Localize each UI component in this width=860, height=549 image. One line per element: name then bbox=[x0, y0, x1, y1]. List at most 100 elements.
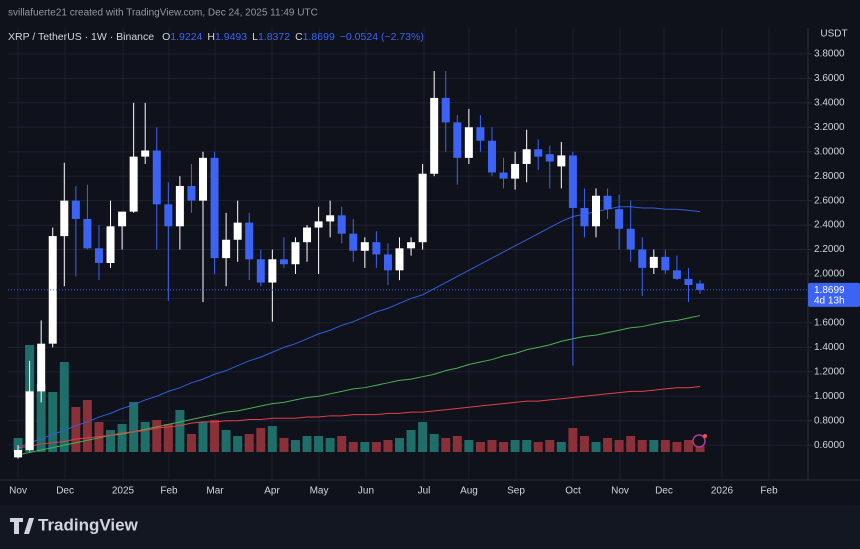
candle-body bbox=[441, 97, 450, 123]
volume-bar bbox=[325, 438, 335, 452]
alert-icon[interactable] bbox=[692, 434, 707, 448]
countdown: 4d 13h bbox=[814, 296, 845, 307]
candle-body bbox=[245, 222, 254, 260]
volume-bar bbox=[117, 424, 127, 452]
candle-body bbox=[360, 242, 369, 251]
candle-body bbox=[395, 248, 404, 271]
ohlc-prefix: L bbox=[252, 31, 258, 43]
y-tick-label: 2.8000 bbox=[814, 171, 845, 182]
candle-body bbox=[141, 150, 150, 157]
candle-body bbox=[407, 242, 416, 249]
logo-text: TradingView bbox=[38, 515, 139, 534]
candle-body bbox=[210, 157, 219, 259]
candle-body bbox=[626, 228, 635, 250]
y-tick-label: 2.4000 bbox=[814, 220, 845, 231]
volume-bar bbox=[522, 440, 532, 452]
candle-body bbox=[222, 239, 231, 259]
candle-body bbox=[487, 140, 496, 173]
volume-bar bbox=[152, 420, 162, 452]
candle-body bbox=[418, 173, 427, 243]
x-tick-label: Apr bbox=[264, 486, 280, 497]
volume-bar bbox=[290, 440, 300, 452]
y-tick-label: 0.6000 bbox=[814, 440, 845, 451]
volume-bar bbox=[106, 430, 116, 452]
volume-bar bbox=[614, 440, 624, 452]
ohlc-prefix: C bbox=[295, 31, 303, 43]
volume-bar bbox=[429, 434, 439, 452]
volume-bar bbox=[244, 434, 254, 452]
candle-body bbox=[661, 256, 670, 271]
credit: svillafuerte21 created with TradingView.… bbox=[8, 8, 318, 19]
candle-body bbox=[337, 215, 346, 234]
candle-body bbox=[534, 149, 543, 157]
ohlc-value: 1.9493 bbox=[215, 31, 247, 43]
x-tick-label: Nov bbox=[9, 486, 27, 497]
x-tick-label: 2026 bbox=[711, 486, 734, 497]
volume-bar bbox=[302, 436, 312, 452]
x-tick-label: Dec bbox=[655, 486, 673, 497]
x-tick-label: 2025 bbox=[112, 486, 135, 497]
candle-body bbox=[60, 200, 69, 237]
y-tick-label: 1.6000 bbox=[814, 318, 845, 329]
candle-body bbox=[557, 155, 566, 167]
candle-body bbox=[372, 242, 381, 255]
volume-bar bbox=[163, 424, 173, 452]
candle-body bbox=[291, 242, 300, 265]
volume-bar bbox=[660, 440, 670, 452]
candle-body bbox=[199, 157, 208, 201]
y-tick-label: 2.6000 bbox=[814, 195, 845, 206]
candle-body bbox=[37, 343, 46, 392]
alert-icon-ring[interactable] bbox=[692, 434, 706, 448]
volume-bar bbox=[337, 436, 347, 452]
volume-bar bbox=[279, 438, 289, 452]
candle-body bbox=[476, 127, 485, 141]
volume-bar bbox=[568, 428, 578, 452]
candle-body bbox=[649, 256, 658, 268]
last-price-label: 1.8699 bbox=[814, 285, 845, 296]
volume-bar bbox=[441, 438, 451, 452]
ohlc-prefix: H bbox=[207, 31, 215, 43]
candle-body bbox=[615, 209, 624, 229]
y-tick-label: 3.0000 bbox=[814, 146, 845, 157]
change: −0.0524 (−2.73%) bbox=[340, 31, 424, 43]
volume-bar bbox=[464, 440, 474, 452]
volume-bar bbox=[314, 436, 324, 452]
legend: XRP / TetherUS · 1W · Binance O1.9224 H1.9… bbox=[8, 31, 424, 43]
plot bbox=[8, 28, 808, 480]
candle-body bbox=[256, 259, 265, 283]
volume-bar bbox=[13, 438, 23, 452]
y-tick-label: 3.6000 bbox=[814, 73, 845, 84]
alert-icon-dot[interactable] bbox=[703, 434, 707, 438]
currency-label: USDT bbox=[820, 29, 847, 40]
volume-bar bbox=[499, 442, 509, 452]
x-tick-label: Jul bbox=[418, 486, 431, 497]
volume-bar bbox=[175, 410, 185, 452]
candle-body bbox=[464, 127, 473, 158]
volume-bar bbox=[48, 392, 58, 452]
ohlc-value: 1.8699 bbox=[303, 31, 335, 43]
logo-icon bbox=[10, 518, 34, 534]
volume-bar bbox=[637, 440, 647, 452]
y-tick-label: 2.0000 bbox=[814, 269, 845, 280]
volume-bar bbox=[603, 438, 613, 452]
y-tick-label: 3.8000 bbox=[814, 49, 845, 60]
volume-bar bbox=[475, 442, 485, 452]
candle-body bbox=[268, 259, 277, 283]
chart-pane bbox=[0, 0, 860, 505]
ohlc-value: 1.8372 bbox=[258, 31, 290, 43]
x-tick-label: Nov bbox=[611, 486, 629, 497]
x-tick-label: Jun bbox=[358, 486, 374, 497]
volume-bar bbox=[198, 422, 208, 452]
candle-body bbox=[672, 270, 681, 279]
candle-body bbox=[25, 391, 34, 451]
volume-bar bbox=[683, 440, 693, 452]
y-tick-label: 1.2000 bbox=[814, 366, 845, 377]
volume-bar bbox=[371, 442, 381, 452]
candle-body bbox=[580, 207, 589, 227]
volume-bar bbox=[591, 442, 601, 452]
x-tick-label: Feb bbox=[760, 486, 778, 497]
y-tick-label: 2.2000 bbox=[814, 244, 845, 255]
volume-bar bbox=[210, 420, 220, 452]
symbol: XRP / TetherUS · 1W · Binance bbox=[8, 31, 154, 43]
moving-average bbox=[18, 385, 701, 449]
